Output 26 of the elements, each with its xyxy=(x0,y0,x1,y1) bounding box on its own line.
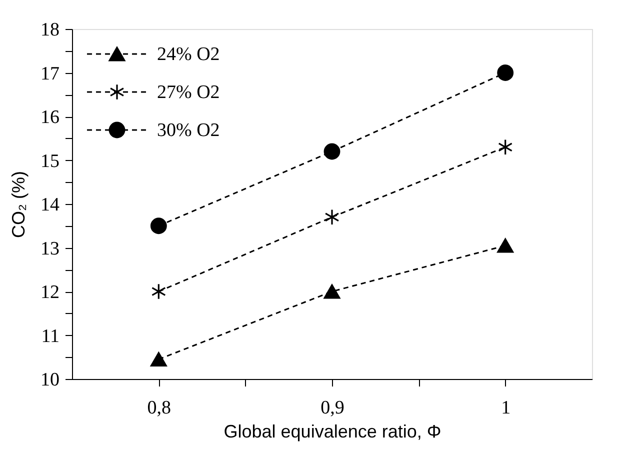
y-tick-label: 14 xyxy=(40,194,60,216)
x-tick-label: 0,9 xyxy=(320,398,344,418)
x-tick-label: 0,8 xyxy=(147,398,172,418)
point xyxy=(498,138,513,156)
legend-label: 30% O2 xyxy=(157,120,220,141)
point xyxy=(150,352,167,367)
x-tick-label: 1 xyxy=(501,398,511,418)
y-tick-label: 18 xyxy=(40,20,60,40)
y-tick-label: 11 xyxy=(41,326,60,347)
y-tick-label: 10 xyxy=(40,370,60,390)
y-tick-label: 15 xyxy=(40,150,60,172)
legend-label: 24% O2 xyxy=(157,44,220,65)
y-axis-title: CO₂ (%) xyxy=(8,171,28,238)
point xyxy=(497,238,514,253)
y-tick-label: 17 xyxy=(40,63,60,84)
point xyxy=(151,283,166,300)
legend-label: 27% O2 xyxy=(157,82,220,103)
point xyxy=(497,64,514,81)
point xyxy=(150,218,167,234)
y-tick-label: 13 xyxy=(40,238,60,260)
y-tick-label: 16 xyxy=(40,107,60,128)
point xyxy=(324,143,340,160)
point xyxy=(324,284,340,299)
x-axis-title: Global equivalence ratio, Φ xyxy=(224,422,442,442)
point xyxy=(324,208,340,226)
y-tick-label: 12 xyxy=(40,282,60,303)
